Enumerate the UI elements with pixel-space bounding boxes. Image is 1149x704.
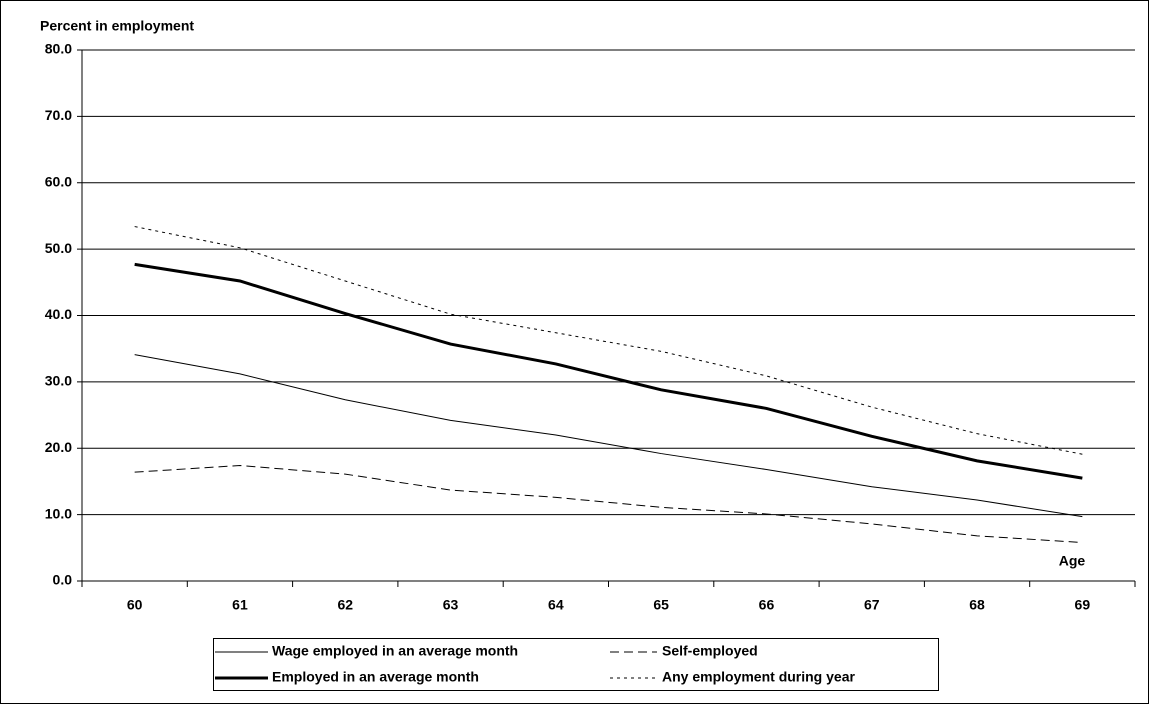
x-tick-label: 66 — [759, 597, 775, 613]
x-tick-label: 67 — [864, 597, 880, 613]
y-tick-label: 0.0 — [53, 572, 73, 588]
legend-label: Wage employed in an average month — [272, 643, 518, 659]
y-tick-label: 50.0 — [45, 240, 72, 256]
y-tick-label: 70.0 — [45, 107, 72, 123]
series-line — [134, 465, 1083, 544]
y-tick-label: 80.0 — [45, 41, 72, 57]
y-tick-label: 60.0 — [45, 173, 72, 189]
legend-label: Self-employed — [662, 643, 758, 659]
y-tick-label: 40.0 — [45, 306, 72, 322]
x-tick-label: 62 — [337, 597, 353, 613]
series-line — [134, 354, 1083, 518]
x-tick-label: 68 — [969, 597, 985, 613]
legend-box — [213, 638, 939, 691]
x-tick-label: 60 — [127, 597, 143, 613]
y-tick-label: 30.0 — [45, 373, 72, 389]
x-tick-label: 65 — [653, 597, 669, 613]
x-tick-label: 64 — [548, 597, 564, 613]
y-tick-label: 10.0 — [45, 505, 72, 521]
x-axis-label: Age — [1059, 553, 1086, 569]
series-line — [134, 262, 1083, 480]
chart-title: Percent in employment — [40, 18, 194, 34]
x-tick-label: 61 — [232, 597, 248, 613]
series-line — [134, 226, 1083, 455]
legend-label: Employed in an average month — [272, 669, 479, 685]
x-tick-label: 69 — [1075, 597, 1091, 613]
x-tick-label: 63 — [443, 597, 459, 613]
legend-label: Any employment during year — [662, 669, 855, 685]
y-tick-label: 20.0 — [45, 439, 72, 455]
